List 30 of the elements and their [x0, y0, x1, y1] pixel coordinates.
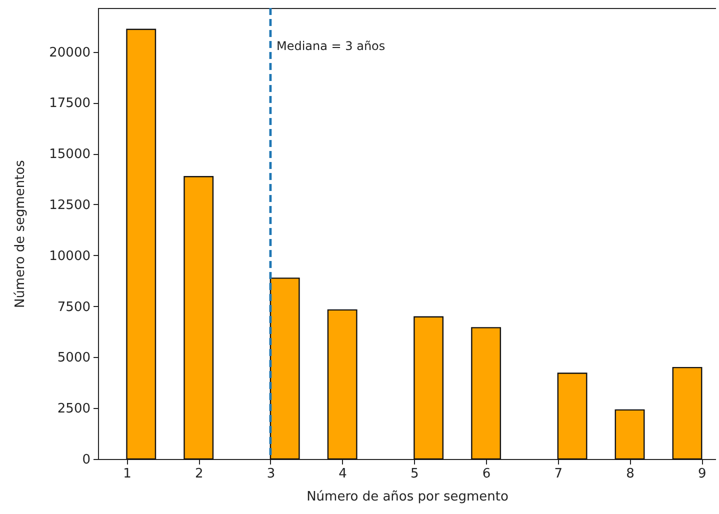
y-tick-label: 10000	[49, 248, 90, 264]
y-tick-label: 5000	[57, 350, 90, 366]
x-tick-label: 1	[123, 466, 132, 482]
bar	[184, 176, 214, 460]
x-tick-label: 7	[554, 466, 563, 482]
x-tick-label: 8	[626, 466, 634, 482]
y-tick-label: 7500	[57, 300, 90, 315]
bar	[672, 366, 702, 460]
x-tick-label: 9	[698, 466, 706, 482]
y-tick-label: 17500	[49, 96, 90, 112]
x-tick-label: 6	[482, 466, 491, 482]
bar	[471, 327, 502, 460]
ref-line-label: Mediana = 3 años	[276, 39, 386, 53]
bar	[327, 309, 358, 460]
y-tick-label: 2500	[57, 402, 90, 417]
bar	[270, 278, 300, 460]
y-axis-title: Número de segmentos	[13, 160, 28, 308]
x-tick-label: 5	[410, 466, 419, 482]
y-tick-label: 20000	[49, 45, 90, 60]
y-tick-label: 15000	[49, 147, 90, 162]
x-tick-label: 4	[338, 466, 347, 482]
bar	[414, 316, 444, 460]
y-tick-label: 12500	[49, 198, 90, 213]
y-tick-label: 0	[82, 452, 90, 468]
x-axis-title: Número de años por segmento	[306, 490, 508, 504]
x-tick-label: 3	[266, 466, 276, 482]
bar	[557, 372, 588, 460]
bar	[614, 409, 645, 460]
x-tick-label: 2	[194, 466, 204, 482]
bar	[126, 28, 156, 460]
